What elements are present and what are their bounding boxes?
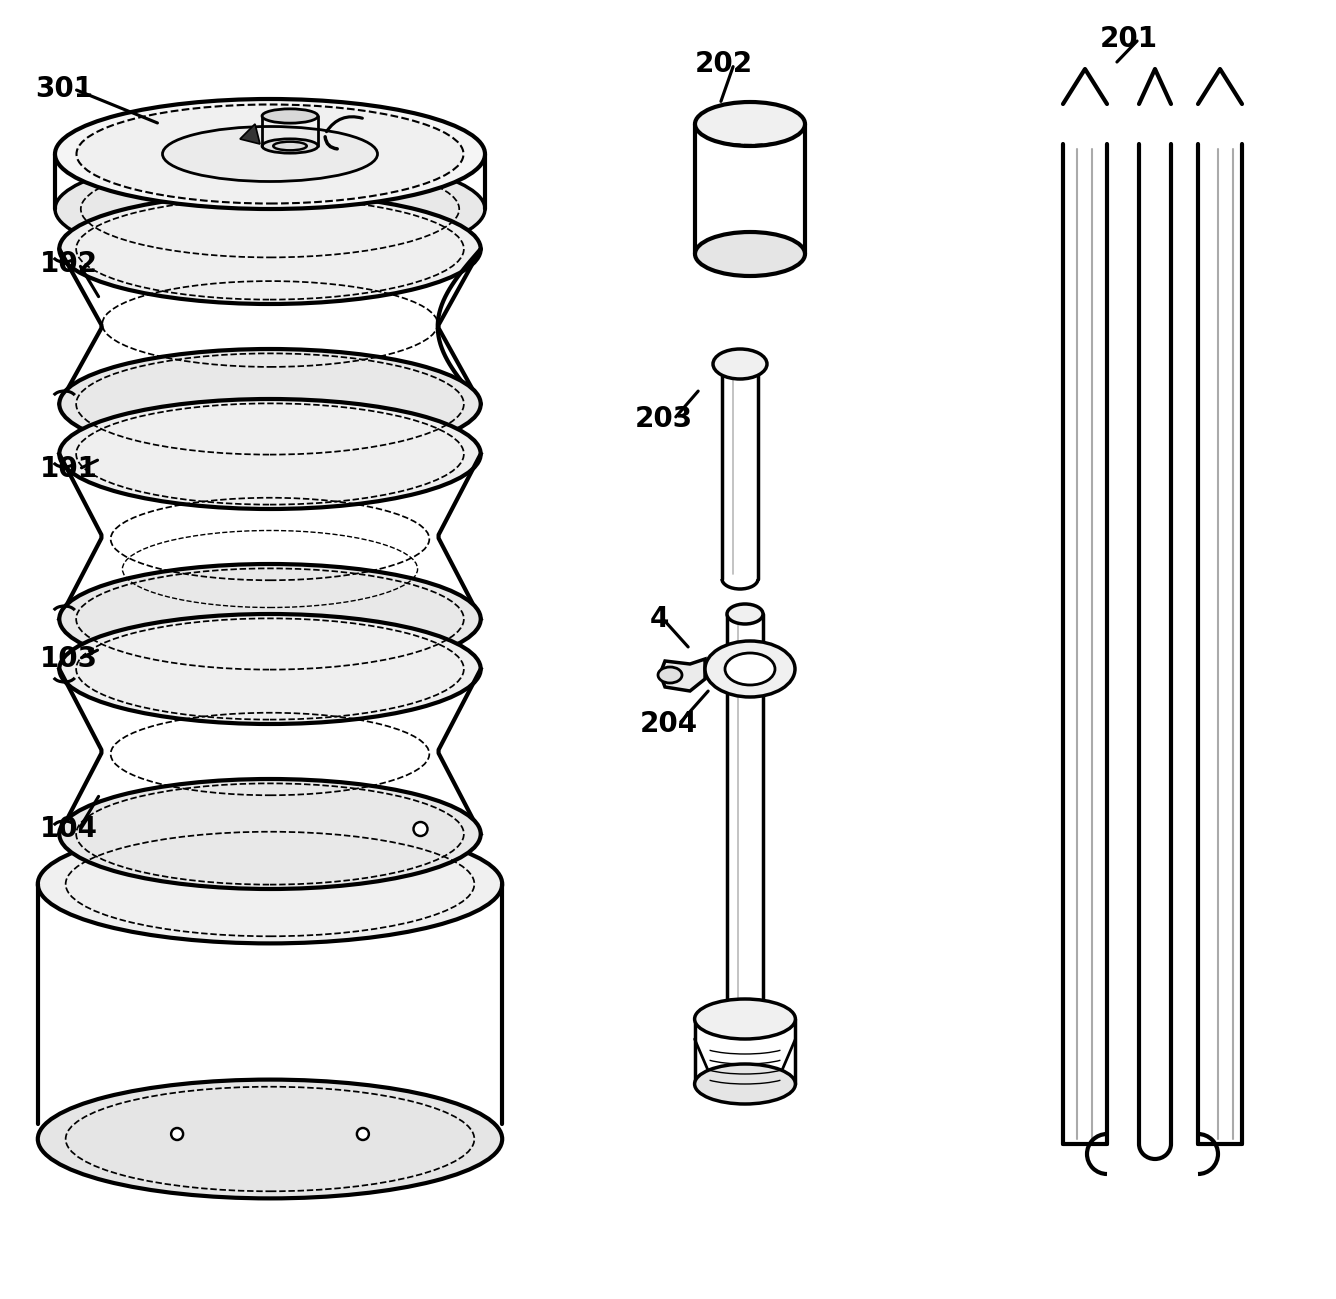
Ellipse shape [55,155,485,264]
Ellipse shape [725,653,775,685]
Circle shape [414,822,428,837]
Ellipse shape [695,233,806,275]
Circle shape [171,1128,183,1141]
Ellipse shape [59,194,481,304]
Ellipse shape [59,564,481,674]
Text: 4: 4 [651,605,669,633]
Ellipse shape [59,349,481,459]
Text: 102: 102 [40,249,98,278]
Polygon shape [660,659,705,691]
Ellipse shape [659,666,681,683]
Circle shape [357,1128,369,1141]
Text: 202: 202 [695,49,754,78]
Ellipse shape [274,142,307,151]
Ellipse shape [37,1079,502,1199]
Text: 204: 204 [640,711,699,738]
Ellipse shape [705,640,795,698]
Ellipse shape [59,614,481,724]
Ellipse shape [713,349,767,379]
Ellipse shape [695,999,795,1039]
Ellipse shape [727,604,763,624]
Text: 103: 103 [40,646,98,673]
Ellipse shape [76,104,464,204]
Text: 101: 101 [40,455,98,483]
Ellipse shape [695,103,806,145]
Ellipse shape [55,99,485,209]
Text: 301: 301 [35,75,94,103]
Ellipse shape [163,126,378,182]
Ellipse shape [59,399,481,509]
Ellipse shape [59,779,481,889]
Text: 104: 104 [40,814,98,843]
Ellipse shape [695,1064,795,1104]
Text: 203: 203 [635,405,693,433]
Ellipse shape [37,825,502,943]
Text: 201: 201 [1100,25,1158,53]
Ellipse shape [262,139,318,153]
Polygon shape [240,123,261,144]
Ellipse shape [262,109,318,123]
